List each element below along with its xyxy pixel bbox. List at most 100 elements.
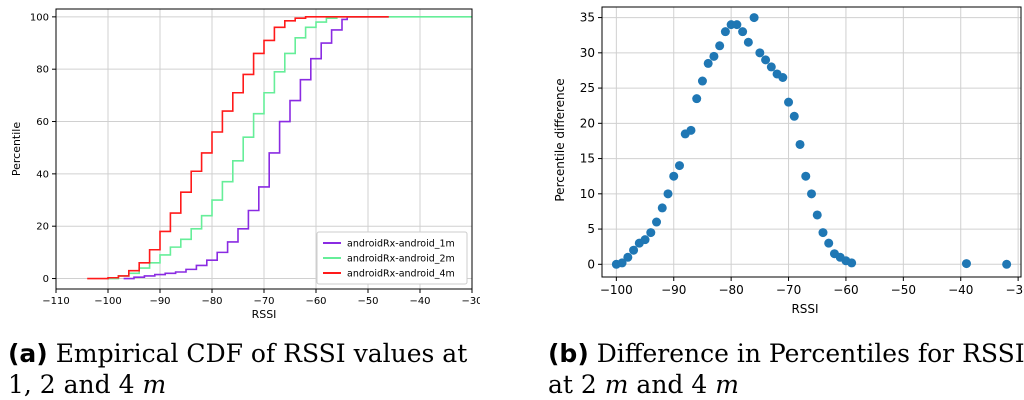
caption-b-text3: and 4 <box>628 370 716 399</box>
cdf-tick-label-y: 100 <box>30 12 49 23</box>
caption-b-text: Difference in Percentiles for RSSI <box>596 339 1024 368</box>
diff-point <box>686 125 696 135</box>
cdf-series-line-2 <box>108 16 472 280</box>
diff-plot-frame <box>601 6 1022 278</box>
diff-point <box>657 203 667 213</box>
caption-b-text2: at 2 <box>548 370 605 399</box>
diff-point <box>961 259 971 269</box>
cdf-tick-label-y: 40 <box>36 169 49 180</box>
diff-tick-label-x: −30 <box>1005 283 1024 297</box>
cdf-tick-label-x: −70 <box>253 296 274 307</box>
caption-b-line2: at 2 m and 4 m <box>548 369 1024 400</box>
diff-point <box>623 252 633 262</box>
cdf-tick-label-y: 60 <box>36 117 49 128</box>
diff-y-axis-label: Percentile difference <box>553 78 567 201</box>
diff-tick-label-x: −90 <box>661 283 686 297</box>
cdf-legend: androidRx-android_1m androidRx-android_2m… <box>316 231 468 285</box>
caption-b-label: (b) <box>548 339 589 368</box>
diff-point <box>755 48 765 58</box>
diff-tick-label-y: 15 <box>580 152 595 166</box>
diff-tick-label-y: 20 <box>580 116 595 130</box>
diff-point <box>784 97 794 107</box>
diff-point <box>617 258 627 268</box>
diff-point <box>766 62 776 72</box>
caption-b: (b) Difference in Percentiles for RSSI a… <box>548 338 1024 400</box>
caption-a-line1: (a) Empirical CDF of RSSI values at <box>8 338 467 369</box>
cdf-y-axis-label: Percentile <box>10 122 23 177</box>
diff-point <box>715 41 725 51</box>
diff-point <box>1002 259 1012 269</box>
diff-point <box>709 51 719 61</box>
diff-tick-label-x: −80 <box>718 283 743 297</box>
diff-point <box>743 37 753 47</box>
cdf-x-axis-label: RSSI <box>252 308 277 321</box>
cdf-tick-label-x: −60 <box>305 296 326 307</box>
diff-x-axis-label: RSSI <box>791 302 818 316</box>
diff-tick-label-y: 5 <box>587 222 595 236</box>
caption-a-line2: 1, 2 and 4 m <box>8 369 467 400</box>
diff-point <box>824 238 834 248</box>
diff-point <box>697 76 707 86</box>
diff-point <box>674 161 684 171</box>
cdf-tick-label-x: −80 <box>201 296 222 307</box>
cdf-gridlines <box>55 9 473 289</box>
caption-a-unit: m <box>142 370 167 399</box>
diff-point <box>629 245 639 255</box>
caption-a: (a) Empirical CDF of RSSI values at 1, 2… <box>8 338 467 400</box>
diff-tick-label-x: −60 <box>833 283 858 297</box>
diff-tick-label-x: −50 <box>891 283 916 297</box>
caption-b-line1: (b) Difference in Percentiles for RSSI <box>548 338 1024 369</box>
diff-point <box>703 58 713 68</box>
diff-point <box>669 171 679 181</box>
diff-tick-label-x: −70 <box>776 283 801 297</box>
caption-a-text: Empirical CDF of RSSI values at <box>55 339 468 368</box>
cdf-tick-labels: −110 −100 −90 −80 −70 −60 −50 −40 −30 0 20 40 60 80 10… <box>30 12 480 307</box>
caption-a-text2: 1, 2 and 4 <box>8 370 143 399</box>
diff-point <box>801 171 811 181</box>
diff-point <box>732 20 742 30</box>
cdf-tick-label-x: −40 <box>409 296 430 307</box>
diff-point <box>795 139 805 149</box>
caption-b-unit1: m <box>604 370 629 399</box>
percentile-difference-chart: −100−90−80−70−60−50−40−3005101520253035 … <box>553 6 1024 316</box>
cdf-tick-label-x: −100 <box>94 296 121 307</box>
cdf-series-line-1 <box>123 16 389 280</box>
diff-point <box>847 258 857 268</box>
caption-a-label: (a) <box>8 339 48 368</box>
diff-tick-label-y: 0 <box>587 257 595 271</box>
cdf-legend-label-1: androidRx-android_1m <box>347 239 455 250</box>
diff-point <box>663 189 673 199</box>
diff-point <box>738 27 748 37</box>
diff-point <box>692 94 702 104</box>
diff-point <box>720 27 730 37</box>
diff-tick-label-y: 35 <box>580 11 595 25</box>
cdf-chart: −110 −100 −90 −80 −70 −60 −50 −40 −30 0 20 40 60 80 10… <box>10 8 480 321</box>
diff-tick-label-x: −40 <box>948 283 973 297</box>
cdf-tick-label-x: −90 <box>149 296 170 307</box>
diff-gridlines <box>602 7 1021 277</box>
cdf-legend-box <box>316 231 468 285</box>
diff-tick-label-y: 25 <box>580 81 595 95</box>
diff-point <box>749 13 759 23</box>
cdf-tick-label-x: −110 <box>42 296 69 307</box>
cdf-legend-label-2: androidRx-android_2m <box>347 254 455 265</box>
cdf-tick-label-y: 80 <box>36 65 49 76</box>
cdf-tick-label-y: 0 <box>43 274 49 285</box>
cdf-tick-label-x: −50 <box>357 296 378 307</box>
diff-point <box>640 235 650 245</box>
diff-point <box>652 217 662 227</box>
cdf-legend-label-3: androidRx-android_4m <box>347 269 455 280</box>
cdf-tick-label-y: 20 <box>36 222 49 233</box>
diff-tick-labels: −100 −90 −80 −70 −60 −50 −40 −30 0 5 10 15 20 25 30 35 <box>580 11 1024 297</box>
cdf-tick-label-x: −30 <box>461 296 480 307</box>
diff-point <box>778 72 788 82</box>
diff-point <box>789 111 799 121</box>
diff-point <box>818 228 828 238</box>
diff-point <box>646 228 656 238</box>
diff-tick-label-y: 10 <box>580 187 595 201</box>
cdf-series <box>87 16 472 280</box>
cdf-series-line-3 <box>87 16 389 280</box>
diff-tick-label-y: 30 <box>580 46 595 60</box>
caption-b-unit2: m <box>715 370 739 399</box>
diff-tick-label-x: −100 <box>600 283 633 297</box>
